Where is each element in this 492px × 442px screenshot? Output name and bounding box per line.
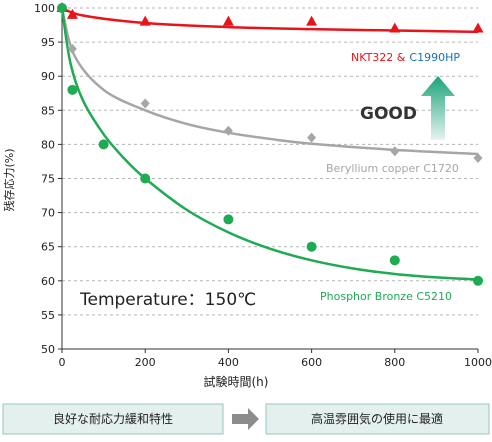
fit-curve-2	[60, 7, 479, 281]
y-axis-title: 残存応力(%)	[2, 148, 16, 211]
series-label-nkt: NKT322 & C1990HP	[351, 51, 460, 64]
data-markers	[56, 2, 484, 286]
data-point-circle	[57, 3, 67, 13]
data-point-circle	[140, 173, 151, 184]
series-label-nkt-part2: C1990HP	[409, 51, 460, 64]
x-tick-label: 0	[59, 356, 66, 369]
y-tick-label: 80	[41, 138, 55, 151]
feature-box-left-text: 良好な耐応力緩和特性	[53, 411, 173, 426]
good-arrow-icon	[421, 76, 455, 140]
good-label: GOOD	[360, 104, 417, 124]
connector-arrow-icon	[232, 408, 259, 430]
data-point-circle	[67, 84, 78, 95]
data-point-diamond	[473, 153, 483, 164]
temperature-label: Temperature：150℃	[79, 290, 256, 310]
data-point-diamond	[67, 43, 77, 54]
data-point-triangle	[222, 15, 234, 26]
y-tick-label: 75	[41, 173, 55, 186]
x-tick-label: 1000	[464, 356, 492, 369]
data-point-circle	[389, 255, 400, 266]
fit-curve-0	[61, 6, 479, 34]
series-label-phosphor: Phosphor Bronze C5210	[320, 290, 452, 303]
feature-box-right-text: 高温雰囲気の使用に最適	[311, 411, 443, 426]
data-point-diamond	[307, 132, 317, 143]
x-tick-label: 400	[218, 356, 239, 369]
y-tick-label: 100	[34, 2, 55, 15]
y-tick-label: 95	[41, 36, 55, 49]
fit-curves	[60, 6, 479, 281]
y-tick-label: 65	[41, 241, 55, 254]
y-tick-label: 70	[41, 207, 55, 220]
data-point-triangle	[389, 22, 401, 33]
data-point-circle	[98, 139, 109, 150]
data-point-diamond	[223, 125, 233, 136]
data-point-diamond	[140, 98, 150, 109]
data-point-triangle	[66, 8, 78, 19]
fit-curve-1	[60, 7, 479, 156]
data-point-triangle	[139, 15, 151, 26]
feature-box-right	[265, 403, 490, 435]
series-label-beryllium: Beryllium copper C1720	[326, 162, 459, 175]
y-tick-label: 90	[41, 70, 55, 83]
data-point-circle	[473, 275, 483, 286]
data-point-triangle	[472, 22, 484, 33]
y-tick-label: 60	[41, 275, 55, 288]
data-point-triangle	[306, 15, 318, 26]
x-axis-title: 試験時間(h)	[204, 374, 269, 389]
data-point-circle	[223, 214, 234, 225]
y-tick-label: 50	[41, 343, 55, 356]
y-tick-label: 55	[41, 309, 55, 322]
x-tick-label: 200	[135, 356, 156, 369]
x-tick-label: 600	[301, 356, 322, 369]
feature-box-left	[2, 403, 224, 435]
series-label-nkt-part1: NKT322 &	[351, 51, 406, 64]
data-point-diamond	[390, 146, 400, 157]
data-point-circle	[306, 241, 317, 252]
x-tick-label: 800	[384, 356, 405, 369]
y-tick-label: 85	[41, 104, 55, 117]
